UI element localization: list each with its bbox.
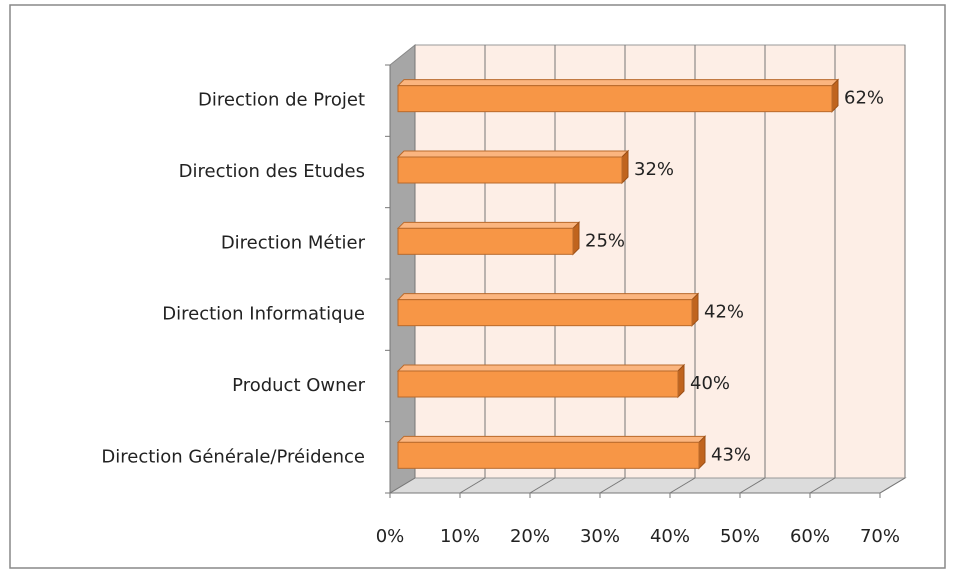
- value-label: 62%: [844, 88, 884, 109]
- bar-top: [396, 293, 700, 301]
- floor-grid-line: [389, 477, 416, 494]
- floor: [388, 477, 907, 494]
- bar-side: [831, 78, 839, 113]
- floor-grid-line: [739, 477, 766, 494]
- x-tick-label: 30%: [580, 526, 620, 547]
- x-tick-label: 40%: [650, 526, 690, 547]
- y-tick-label: Direction Générale/Préidence: [101, 446, 365, 467]
- value-label: 32%: [634, 159, 674, 180]
- y-tick-label: Direction des Etudes: [179, 161, 365, 182]
- value-label: 40%: [690, 373, 730, 394]
- bar: [397, 370, 679, 398]
- floor-grid-line: [529, 477, 556, 494]
- bar-side: [572, 221, 580, 256]
- bar-top: [396, 221, 581, 229]
- bar: [397, 85, 833, 113]
- bar-side: [621, 149, 629, 185]
- x-tick-label: 0%: [376, 526, 405, 547]
- bar-side: [691, 292, 699, 327]
- bar: [397, 441, 700, 469]
- bar-top: [396, 364, 686, 372]
- x-tick-label: 20%: [510, 526, 550, 547]
- floor-grid-line: [669, 477, 696, 494]
- floor-grid-line: [459, 477, 486, 494]
- bar-top: [396, 79, 840, 87]
- bar: [397, 227, 574, 255]
- x-tick-label: 50%: [720, 526, 760, 547]
- value-label: 25%: [585, 230, 625, 251]
- x-tick-label: 70%: [860, 526, 900, 547]
- value-label: 42%: [704, 302, 744, 323]
- bar-side: [677, 363, 685, 399]
- bar-top: [396, 150, 630, 158]
- floor-grid-line: [809, 477, 836, 494]
- x-tick-label: 10%: [440, 526, 480, 547]
- y-tick-label: Direction Métier: [221, 232, 366, 253]
- value-label: 43%: [711, 444, 751, 465]
- side-wall: [389, 43, 416, 494]
- floor-grid-line: [879, 477, 906, 494]
- floor-grid-line: [599, 477, 626, 494]
- x-tick-label: 60%: [790, 526, 830, 547]
- y-tick-label: Direction de Projet: [198, 90, 365, 111]
- bar-top: [396, 435, 707, 443]
- y-tick-label: Direction Informatique: [162, 304, 365, 325]
- bar-side: [698, 435, 706, 470]
- bar: [397, 299, 693, 327]
- y-tick-label: Product Owner: [232, 375, 365, 396]
- bar: [397, 156, 623, 184]
